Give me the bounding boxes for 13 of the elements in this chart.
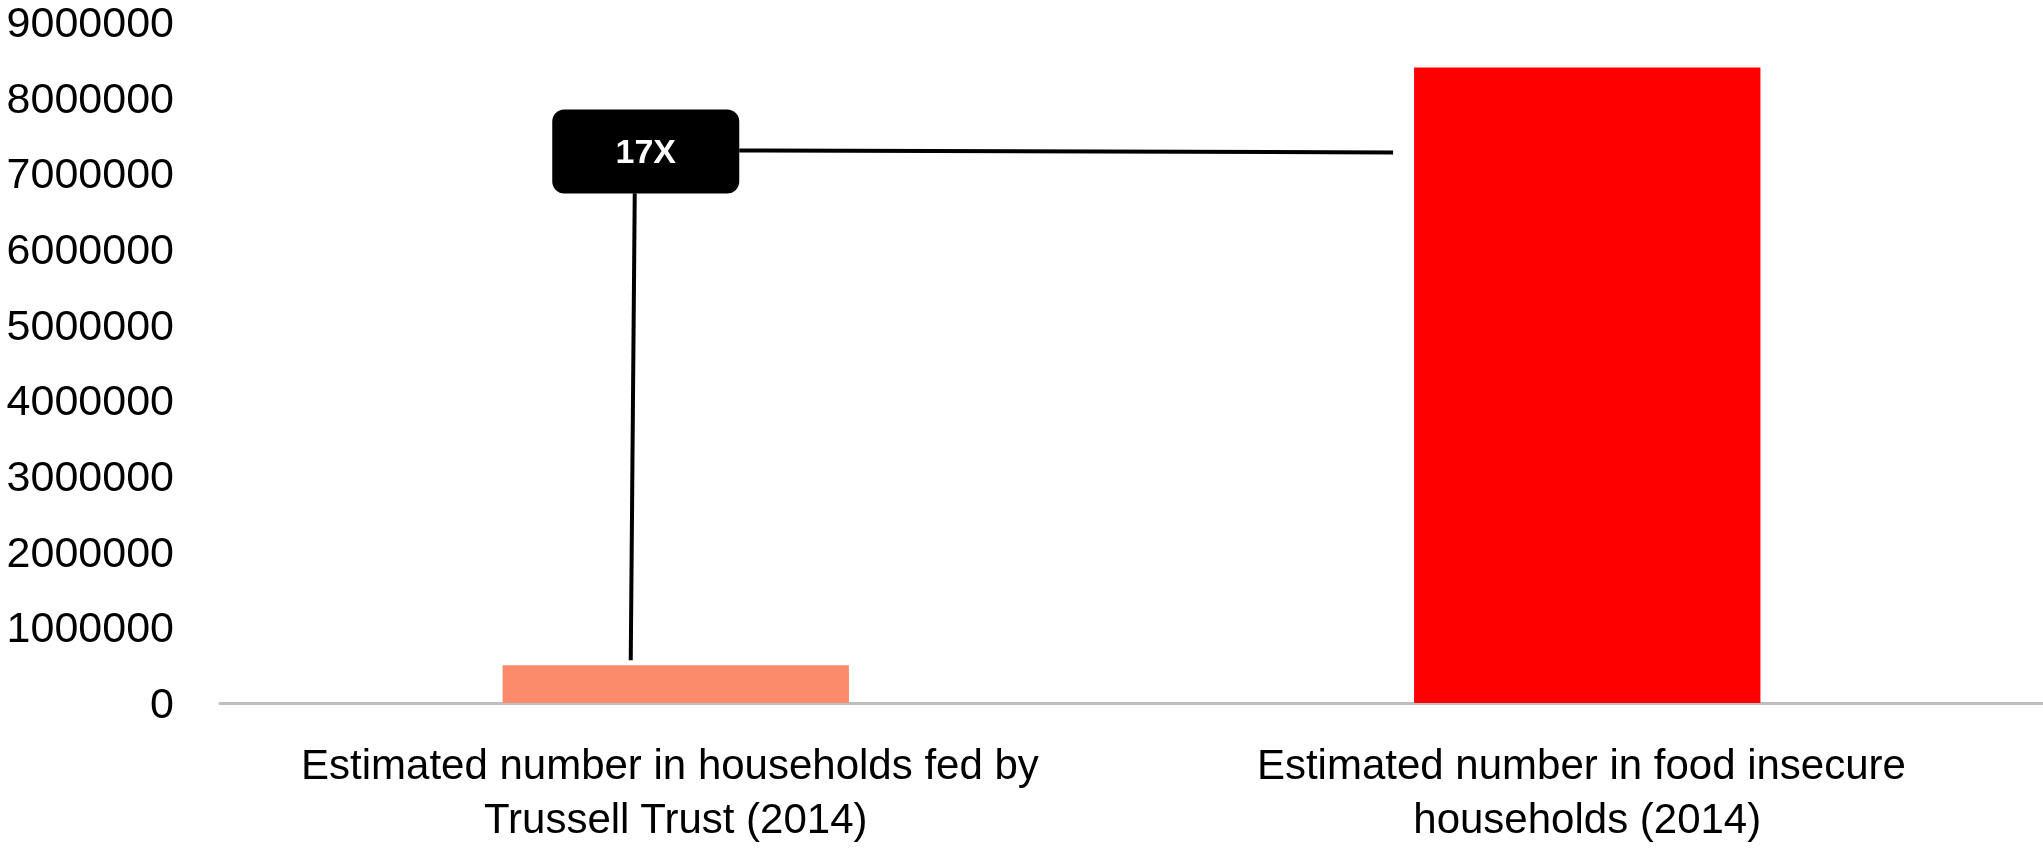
y-tick-label: 2000000 [6,527,174,576]
y-tick-label: 1000000 [6,603,174,652]
x-tick-label: Estimated number in households fed by Trussell Trust (2014) [301,740,1051,842]
y-tick-label: 0 [150,679,174,727]
y-tick-label: 4000000 [6,376,174,425]
y-tick-label: 7000000 [6,149,174,198]
y-tick-label: 9000000 [6,0,174,46]
y-tick-label: 6000000 [6,225,174,273]
y-tick-label: 8000000 [6,73,174,122]
y-tick-label: 3000000 [6,452,174,500]
y-tick-label: 5000000 [6,300,174,349]
annotation: 17X [615,132,677,171]
x-tick-label: Estimated number in food insecure households (2014) [1256,740,1918,842]
